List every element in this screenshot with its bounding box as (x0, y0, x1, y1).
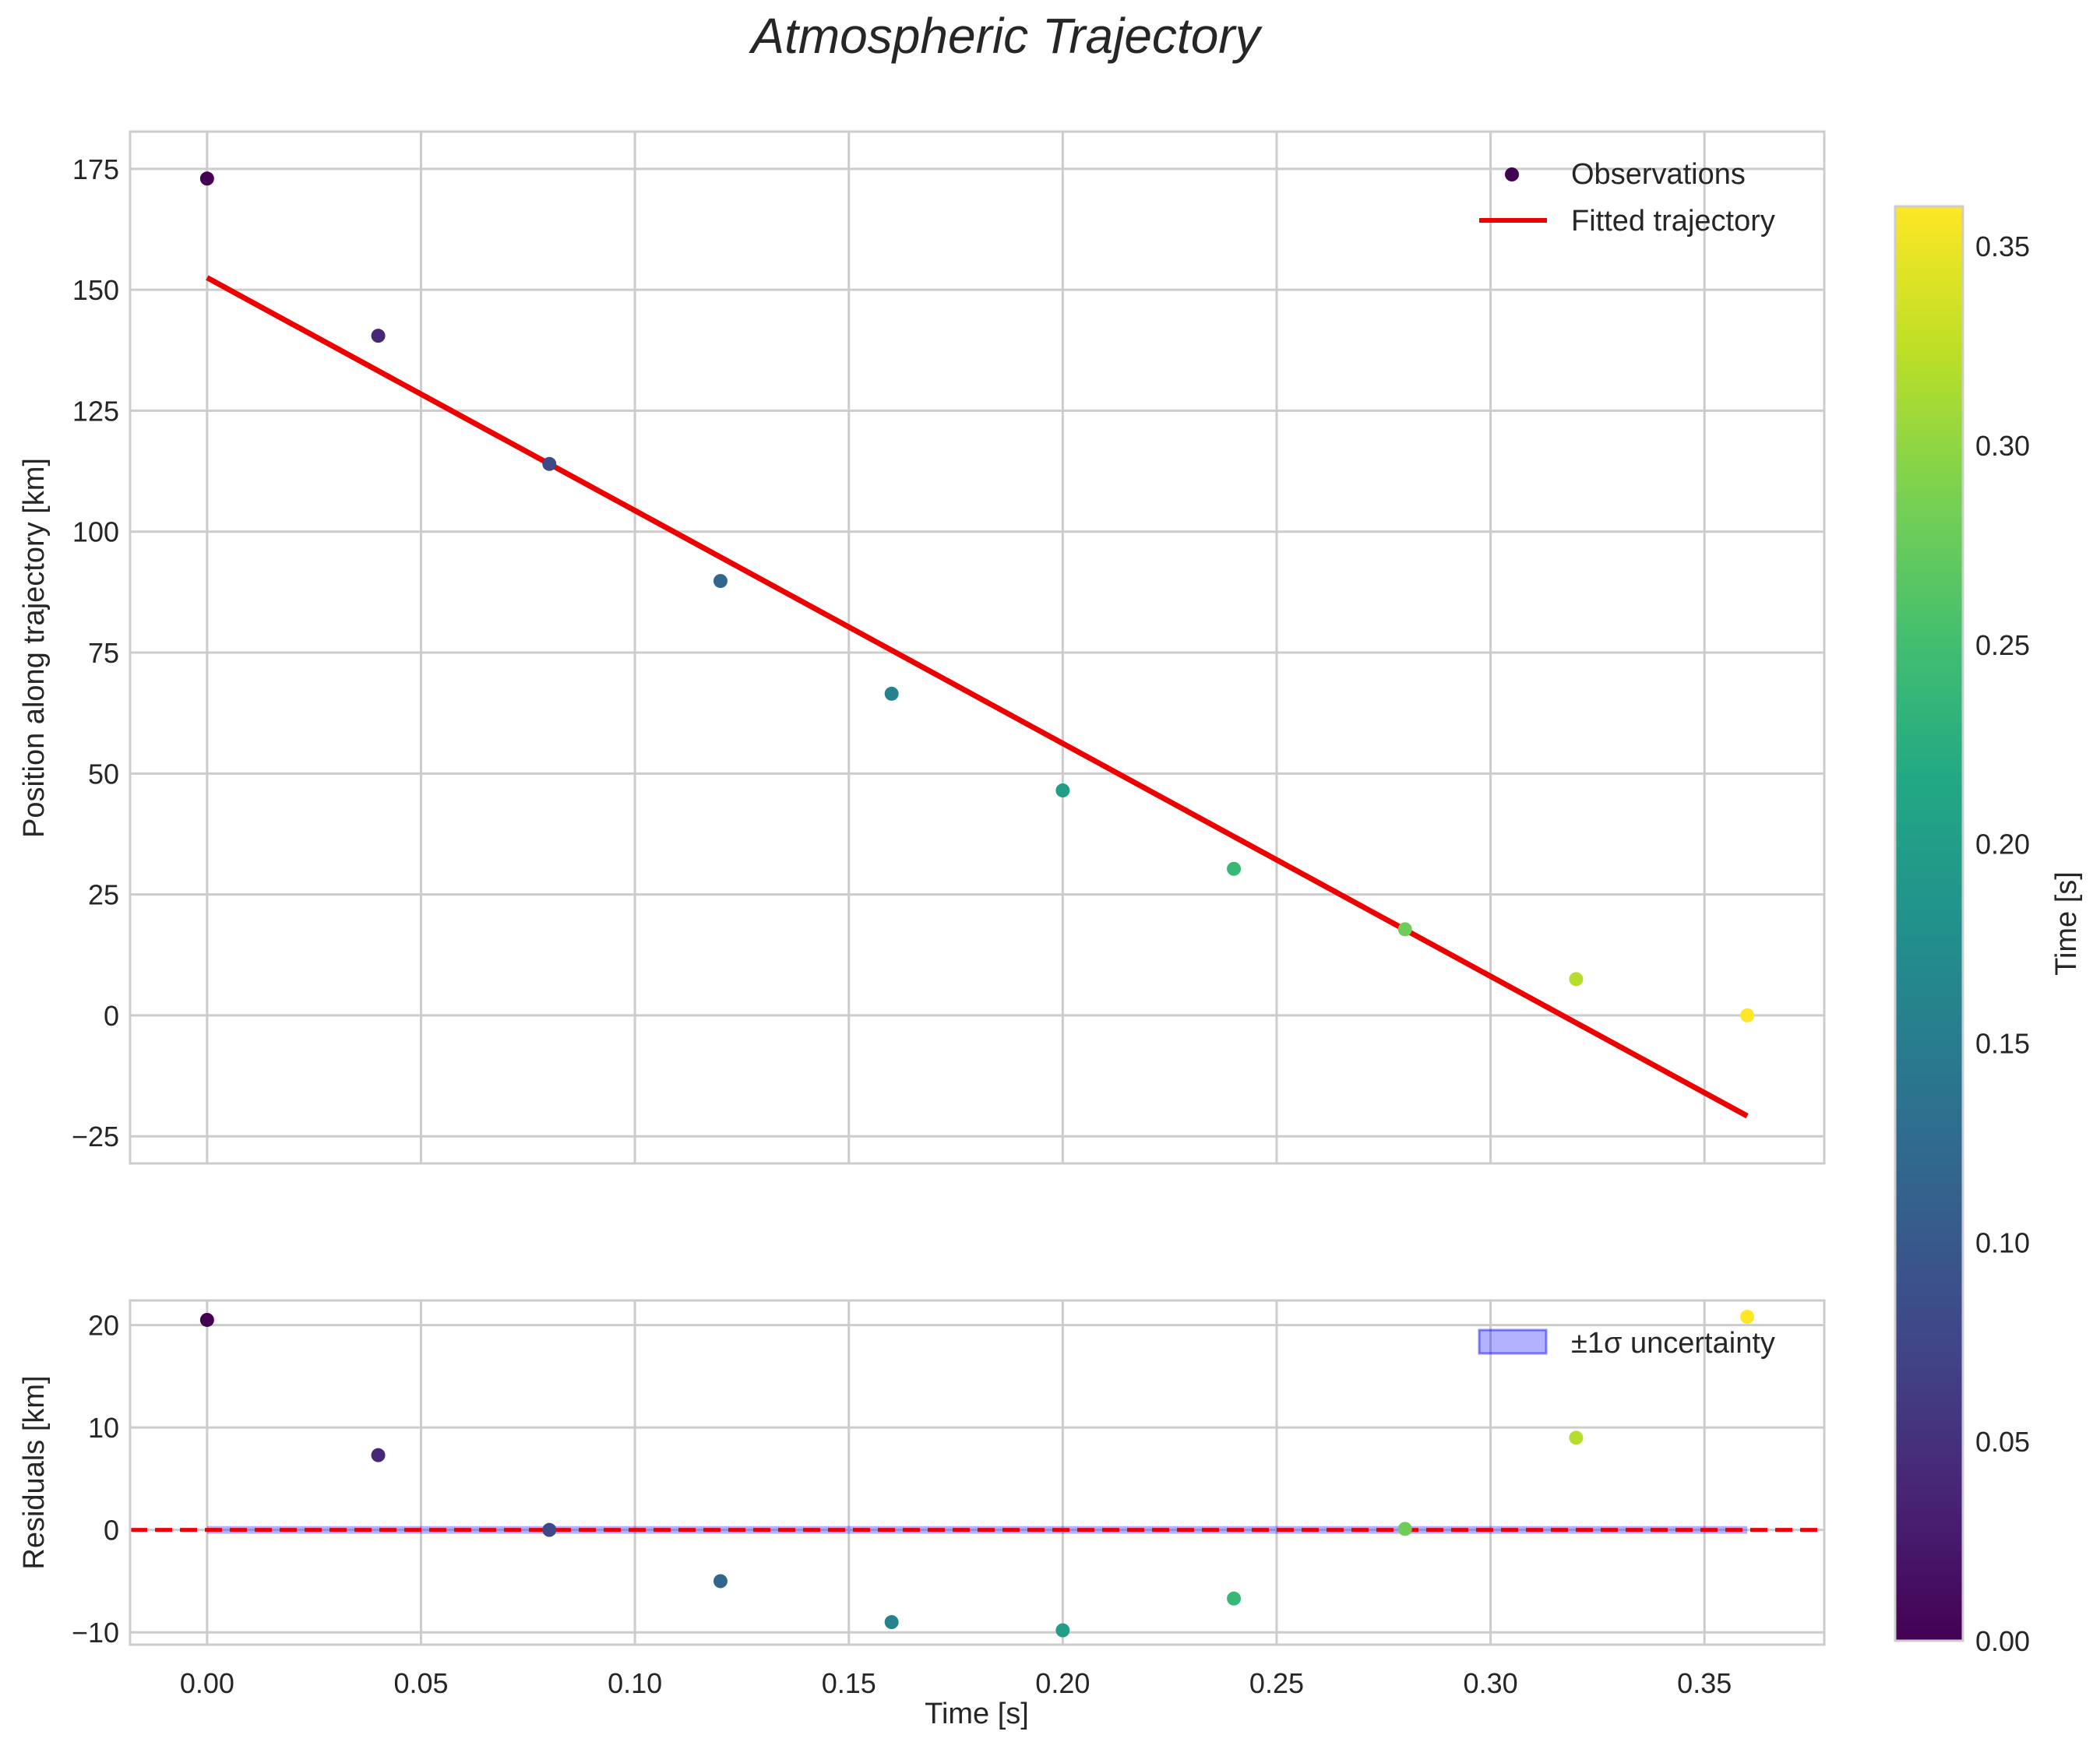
bottom-legend: ±1σ uncertainty (1478, 1327, 1775, 1360)
x-tick-label: 0.25 (1249, 1667, 1304, 1699)
top-panel: −25 0 25 50 75 100 125 150 175 Position along tr… (18, 130, 1826, 1165)
observation-point (1740, 1008, 1755, 1022)
chart-title: Atmospheric Trajectory (748, 8, 1263, 64)
bottom-y-axis-label: Residuals [km] (18, 1375, 51, 1569)
top-line-layer (206, 275, 1749, 1119)
residual-point (199, 1312, 214, 1327)
bottom-panel: −10 0 10 20 0.00 0.05 0.10 0.15 0.20 0.25 0.30 0.3… (18, 1299, 1826, 1730)
observation-point (1227, 861, 1242, 876)
y-tick-label: 10 (88, 1412, 119, 1444)
x-tick-label: 0.00 (180, 1667, 234, 1699)
residual-point (1227, 1591, 1242, 1606)
bottom-points-layer (199, 1310, 1755, 1638)
x-tick-label: 0.35 (1677, 1667, 1732, 1699)
y-tick-label: 175 (72, 153, 119, 185)
colorbar-tick-label: 0.35 (1975, 231, 2030, 262)
observation-point (884, 686, 899, 701)
residual-point (1397, 1522, 1412, 1536)
observation-point (713, 574, 728, 589)
y-tick-label: 25 (88, 879, 119, 911)
legend-uncertainty-swatch (1478, 1328, 1548, 1355)
colorbar-tick-labels: 0.00 0.05 0.10 0.15 0.20 0.25 0.30 0.35 (1975, 231, 2030, 1657)
observation-point (1397, 922, 1412, 937)
residual-point (713, 1574, 728, 1589)
colorbar-tick-label: 0.30 (1975, 430, 2030, 462)
bottom-x-tick-labels: 0.00 0.05 0.10 0.15 0.20 0.25 0.30 0.35 (180, 1667, 1732, 1699)
bottom-plot-background (130, 1300, 1824, 1645)
colorbar-label: Time [s] (2050, 871, 2083, 976)
uncertainty-band (206, 1526, 1748, 1534)
colorbar-tick-label: 0.15 (1975, 1028, 2030, 1060)
top-plot-frame (129, 130, 1826, 1165)
top-points-layer (199, 171, 1755, 1022)
x-tick-label: 0.05 (393, 1667, 448, 1699)
observation-point (371, 329, 386, 343)
observation-point (1055, 783, 1070, 798)
colorbar-tick-label: 0.10 (1975, 1226, 2030, 1258)
legend-observations-label: Observations (1571, 158, 1746, 191)
y-tick-label: 75 (88, 637, 119, 669)
residual-point (1055, 1623, 1070, 1638)
legend-fitted-label: Fitted trajectory (1571, 205, 1775, 238)
observation-point (199, 171, 214, 186)
x-tick-label: 0.20 (1035, 1667, 1090, 1699)
observation-point (542, 456, 557, 471)
y-tick-label: 20 (88, 1310, 119, 1342)
legend-uncertainty-label: ±1σ uncertainty (1571, 1327, 1775, 1360)
residual-point (1569, 1431, 1584, 1445)
y-tick-label: −25 (72, 1121, 119, 1153)
residual-point (371, 1448, 386, 1462)
bottom-x-axis-label: Time [s] (925, 1698, 1029, 1730)
colorbar-tick-label: 0.05 (1975, 1426, 2030, 1458)
residual-point (542, 1522, 557, 1537)
bottom-plot-frame (129, 1299, 1826, 1646)
y-tick-label: 50 (88, 758, 119, 790)
x-tick-label: 0.10 (608, 1667, 662, 1699)
colorbar: 0.00 0.05 0.10 0.15 0.20 0.25 0.30 0.35 Time [s… (1894, 205, 2083, 1657)
colorbar-tick-label: 0.00 (1975, 1625, 2030, 1657)
top-y-axis-label: Position along trajectory [km] (18, 458, 51, 838)
residual-point (1740, 1310, 1755, 1325)
y-tick-label: 0 (104, 1000, 119, 1032)
top-legend: Observations Fitted trajectory (1479, 158, 1775, 238)
colorbar-tick-label: 0.20 (1975, 829, 2030, 860)
x-tick-label: 0.15 (822, 1667, 876, 1699)
y-tick-label: 0 (104, 1515, 119, 1547)
colorbar-tick-label: 0.25 (1975, 629, 2030, 661)
observation-point (1569, 972, 1584, 987)
y-tick-label: 125 (72, 395, 119, 427)
legend-observations-marker (1505, 167, 1519, 181)
colorbar-gradient (1894, 205, 1964, 1642)
fitted-trajectory-line (206, 275, 1749, 1119)
top-plot-background (130, 132, 1824, 1163)
x-tick-label: 0.30 (1464, 1667, 1518, 1699)
bottom-band-layer (206, 1526, 1748, 1534)
y-tick-label: −10 (72, 1617, 119, 1649)
y-tick-label: 150 (72, 274, 119, 306)
top-y-tick-labels: −25 0 25 50 75 100 125 150 175 (72, 153, 119, 1153)
bottom-y-tick-labels: −10 0 10 20 (72, 1310, 119, 1649)
residual-point (884, 1615, 899, 1630)
top-grid (130, 132, 1824, 1163)
y-tick-label: 100 (72, 516, 119, 548)
